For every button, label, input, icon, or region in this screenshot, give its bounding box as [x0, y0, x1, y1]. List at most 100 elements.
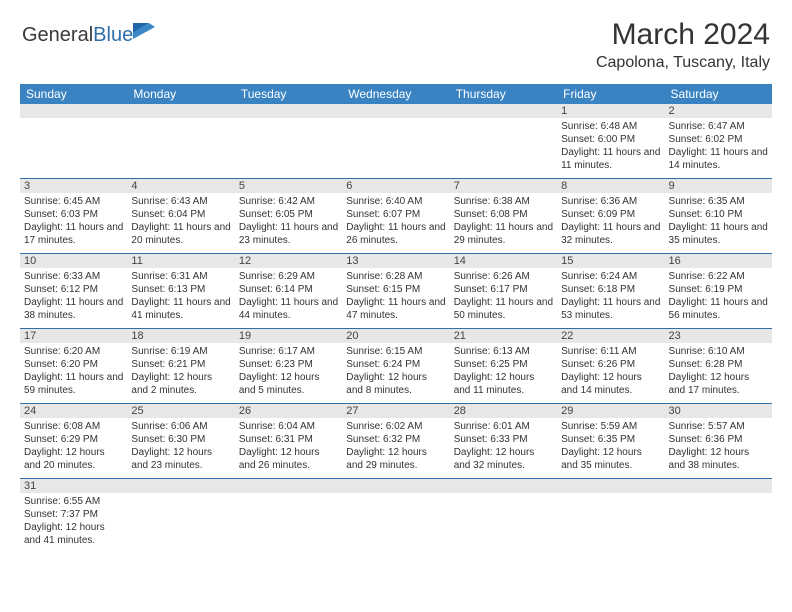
daylight-text: Daylight: 11 hours and 38 minutes.	[24, 296, 123, 322]
sunset-text: Sunset: 6:17 PM	[454, 283, 553, 296]
sunrise-text: Sunrise: 6:04 AM	[239, 420, 338, 433]
sunset-text: Sunset: 6:23 PM	[239, 358, 338, 371]
day-cells-row: Sunrise: 6:33 AMSunset: 6:12 PMDaylight:…	[20, 268, 772, 328]
day-cell: Sunrise: 6:17 AMSunset: 6:23 PMDaylight:…	[235, 343, 342, 403]
sunset-text: Sunset: 6:35 PM	[561, 433, 660, 446]
sunset-text: Sunset: 6:20 PM	[24, 358, 123, 371]
day-cell: Sunrise: 6:36 AMSunset: 6:09 PMDaylight:…	[557, 193, 664, 253]
day-cell	[557, 493, 664, 553]
sunrise-text: Sunrise: 6:15 AM	[346, 345, 445, 358]
day-number: 27	[342, 404, 449, 418]
daylight-text: Daylight: 11 hours and 56 minutes.	[669, 296, 768, 322]
day-number-row: 24252627282930	[20, 404, 772, 418]
day-number: 1	[557, 104, 664, 118]
sunrise-text: Sunrise: 6:06 AM	[131, 420, 230, 433]
day-cell: Sunrise: 6:08 AMSunset: 6:29 PMDaylight:…	[20, 418, 127, 478]
sunrise-text: Sunrise: 6:11 AM	[561, 345, 660, 358]
day-number: 14	[450, 254, 557, 268]
daylight-text: Daylight: 11 hours and 23 minutes.	[239, 221, 338, 247]
day-number: 3	[20, 179, 127, 193]
sunrise-text: Sunrise: 6:13 AM	[454, 345, 553, 358]
sunrise-text: Sunrise: 6:19 AM	[131, 345, 230, 358]
sunset-text: Sunset: 6:18 PM	[561, 283, 660, 296]
title-block: March 2024 Capolona, Tuscany, Italy	[596, 18, 770, 72]
sunset-text: Sunset: 6:31 PM	[239, 433, 338, 446]
daylight-text: Daylight: 11 hours and 26 minutes.	[346, 221, 445, 247]
sunset-text: Sunset: 6:36 PM	[669, 433, 768, 446]
day-cell	[235, 118, 342, 178]
daylight-text: Daylight: 12 hours and 26 minutes.	[239, 446, 338, 472]
sunset-text: Sunset: 6:09 PM	[561, 208, 660, 221]
day-cell	[665, 493, 772, 553]
day-cell: Sunrise: 5:57 AMSunset: 6:36 PMDaylight:…	[665, 418, 772, 478]
sunset-text: Sunset: 6:13 PM	[131, 283, 230, 296]
day-cell: Sunrise: 6:55 AMSunset: 7:37 PMDaylight:…	[20, 493, 127, 553]
day-header: Friday	[557, 84, 664, 104]
day-cell: Sunrise: 6:31 AMSunset: 6:13 PMDaylight:…	[127, 268, 234, 328]
sunrise-text: Sunrise: 6:22 AM	[669, 270, 768, 283]
brand-text: GeneralBlue	[22, 24, 133, 47]
day-cell: Sunrise: 6:10 AMSunset: 6:28 PMDaylight:…	[665, 343, 772, 403]
day-number: 16	[665, 254, 772, 268]
brand-part2: Blue	[93, 24, 133, 46]
sunset-text: Sunset: 6:28 PM	[669, 358, 768, 371]
sunset-text: Sunset: 6:26 PM	[561, 358, 660, 371]
day-number: 15	[557, 254, 664, 268]
day-number: 2	[665, 104, 772, 118]
day-number	[342, 104, 449, 118]
week-row: 17181920212223Sunrise: 6:20 AMSunset: 6:…	[20, 329, 772, 404]
day-number: 22	[557, 329, 664, 343]
sunrise-text: Sunrise: 6:48 AM	[561, 120, 660, 133]
day-number: 4	[127, 179, 234, 193]
day-cell	[450, 118, 557, 178]
daylight-text: Daylight: 11 hours and 53 minutes.	[561, 296, 660, 322]
day-cell	[342, 493, 449, 553]
day-number-row: 31	[20, 479, 772, 493]
day-header: Thursday	[450, 84, 557, 104]
day-number: 24	[20, 404, 127, 418]
day-cells-row: Sunrise: 6:20 AMSunset: 6:20 PMDaylight:…	[20, 343, 772, 403]
day-cell: Sunrise: 6:06 AMSunset: 6:30 PMDaylight:…	[127, 418, 234, 478]
sunrise-text: Sunrise: 6:29 AM	[239, 270, 338, 283]
sunset-text: Sunset: 6:10 PM	[669, 208, 768, 221]
week-row: 3456789Sunrise: 6:45 AMSunset: 6:03 PMDa…	[20, 179, 772, 254]
sunrise-text: Sunrise: 6:42 AM	[239, 195, 338, 208]
daylight-text: Daylight: 11 hours and 50 minutes.	[454, 296, 553, 322]
day-header: Sunday	[20, 84, 127, 104]
daylight-text: Daylight: 12 hours and 35 minutes.	[561, 446, 660, 472]
day-cells-row: Sunrise: 6:48 AMSunset: 6:00 PMDaylight:…	[20, 118, 772, 178]
sunset-text: Sunset: 6:07 PM	[346, 208, 445, 221]
daylight-text: Daylight: 11 hours and 59 minutes.	[24, 371, 123, 397]
sunrise-text: Sunrise: 6:24 AM	[561, 270, 660, 283]
sunset-text: Sunset: 6:32 PM	[346, 433, 445, 446]
day-number: 18	[127, 329, 234, 343]
daylight-text: Daylight: 12 hours and 20 minutes.	[24, 446, 123, 472]
day-cell: Sunrise: 6:04 AMSunset: 6:31 PMDaylight:…	[235, 418, 342, 478]
daylight-text: Daylight: 11 hours and 47 minutes.	[346, 296, 445, 322]
day-number: 20	[342, 329, 449, 343]
day-number: 5	[235, 179, 342, 193]
daylight-text: Daylight: 12 hours and 32 minutes.	[454, 446, 553, 472]
day-number: 25	[127, 404, 234, 418]
day-cell: Sunrise: 6:47 AMSunset: 6:02 PMDaylight:…	[665, 118, 772, 178]
daylight-text: Daylight: 12 hours and 17 minutes.	[669, 371, 768, 397]
day-cell: Sunrise: 6:20 AMSunset: 6:20 PMDaylight:…	[20, 343, 127, 403]
daylight-text: Daylight: 11 hours and 11 minutes.	[561, 146, 660, 172]
sunset-text: Sunset: 6:08 PM	[454, 208, 553, 221]
daylight-text: Daylight: 12 hours and 11 minutes.	[454, 371, 553, 397]
sunrise-text: Sunrise: 6:26 AM	[454, 270, 553, 283]
day-number-row: 10111213141516	[20, 254, 772, 268]
day-cell: Sunrise: 6:43 AMSunset: 6:04 PMDaylight:…	[127, 193, 234, 253]
daylight-text: Daylight: 11 hours and 17 minutes.	[24, 221, 123, 247]
sunset-text: Sunset: 6:29 PM	[24, 433, 123, 446]
sunrise-text: Sunrise: 6:02 AM	[346, 420, 445, 433]
daylight-text: Daylight: 11 hours and 14 minutes.	[669, 146, 768, 172]
day-number: 10	[20, 254, 127, 268]
day-cell: Sunrise: 6:40 AMSunset: 6:07 PMDaylight:…	[342, 193, 449, 253]
day-cell: Sunrise: 6:38 AMSunset: 6:08 PMDaylight:…	[450, 193, 557, 253]
day-number	[20, 104, 127, 118]
day-header: Wednesday	[342, 84, 449, 104]
sunset-text: Sunset: 6:00 PM	[561, 133, 660, 146]
daylight-text: Daylight: 12 hours and 23 minutes.	[131, 446, 230, 472]
day-cells-row: Sunrise: 6:08 AMSunset: 6:29 PMDaylight:…	[20, 418, 772, 478]
